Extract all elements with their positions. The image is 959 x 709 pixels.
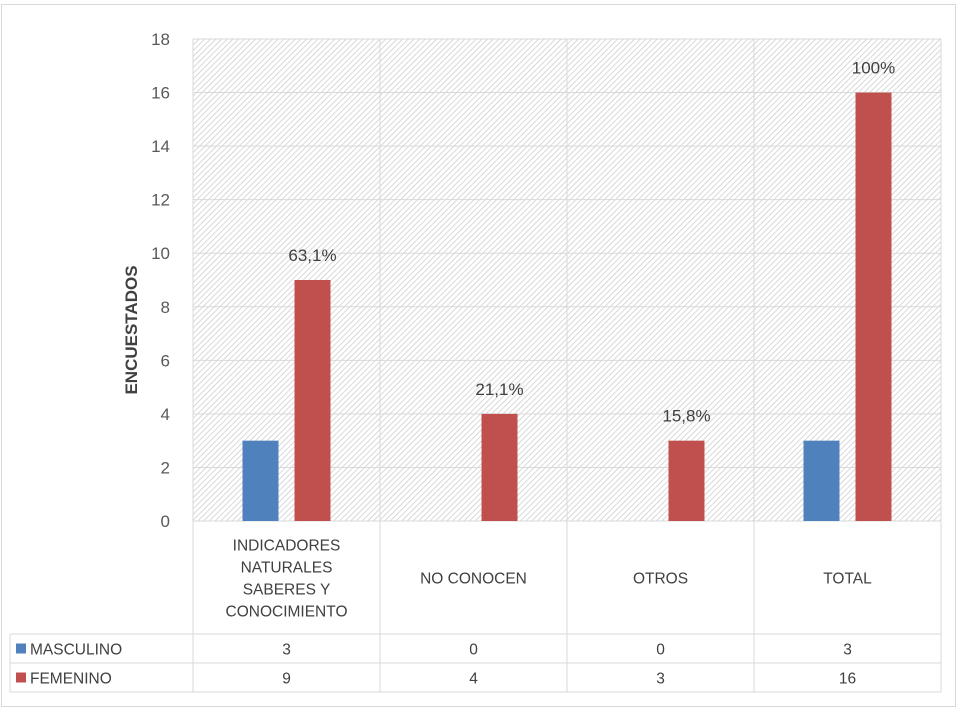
- table-cell-value: 0: [656, 642, 665, 659]
- legend-label-femenino: FEMENINO: [30, 671, 112, 688]
- category-label: OTROS: [633, 571, 688, 588]
- data-label-percent: 21,1%: [475, 380, 523, 399]
- y-tick-label: 18: [151, 30, 170, 49]
- bar-masculino: [803, 440, 840, 521]
- category-label: INDICADORES NATURALES SABERES Y CONOCIMIENT…: [226, 538, 348, 621]
- chart-frame: [1, 4, 956, 707]
- table-cell-value: 16: [839, 671, 856, 688]
- bar-femenino: [481, 413, 518, 521]
- table-cell-value: 3: [282, 642, 291, 659]
- table-cell-value: 0: [469, 642, 478, 659]
- y-tick-label: 6: [161, 351, 170, 370]
- y-tick-label: 10: [151, 244, 170, 263]
- table-cell-value: 9: [282, 671, 291, 688]
- table-cell-value: 3: [843, 642, 852, 659]
- bar-femenino: [294, 280, 331, 521]
- legend-label-masculino: MASCULINO: [30, 642, 122, 659]
- data-label-percent: 100%: [852, 59, 895, 78]
- legend-key-masculino: [16, 643, 26, 654]
- y-tick-label: 12: [151, 191, 170, 210]
- data-label-percent: 63,1%: [288, 246, 336, 265]
- y-tick-label: 14: [151, 137, 170, 156]
- y-tick-label: 4: [161, 405, 170, 424]
- y-tick-label: 2: [161, 458, 170, 477]
- bar-masculino: [242, 440, 279, 521]
- table-cell-value: 4: [469, 671, 478, 688]
- bar-femenino: [855, 92, 892, 522]
- category-label: NO CONOCEN: [420, 571, 527, 588]
- data-label-percent: 15,8%: [662, 407, 710, 426]
- legend-key-femenino: [16, 672, 26, 683]
- y-tick-label: 0: [161, 512, 170, 531]
- bar-femenino: [668, 440, 705, 521]
- table-cell-value: 3: [656, 671, 665, 688]
- y-tick-label: 16: [151, 84, 170, 103]
- category-label: TOTAL: [823, 571, 872, 588]
- y-axis-title: ENCUESTADOS: [122, 265, 141, 394]
- y-tick-label: 8: [161, 298, 170, 317]
